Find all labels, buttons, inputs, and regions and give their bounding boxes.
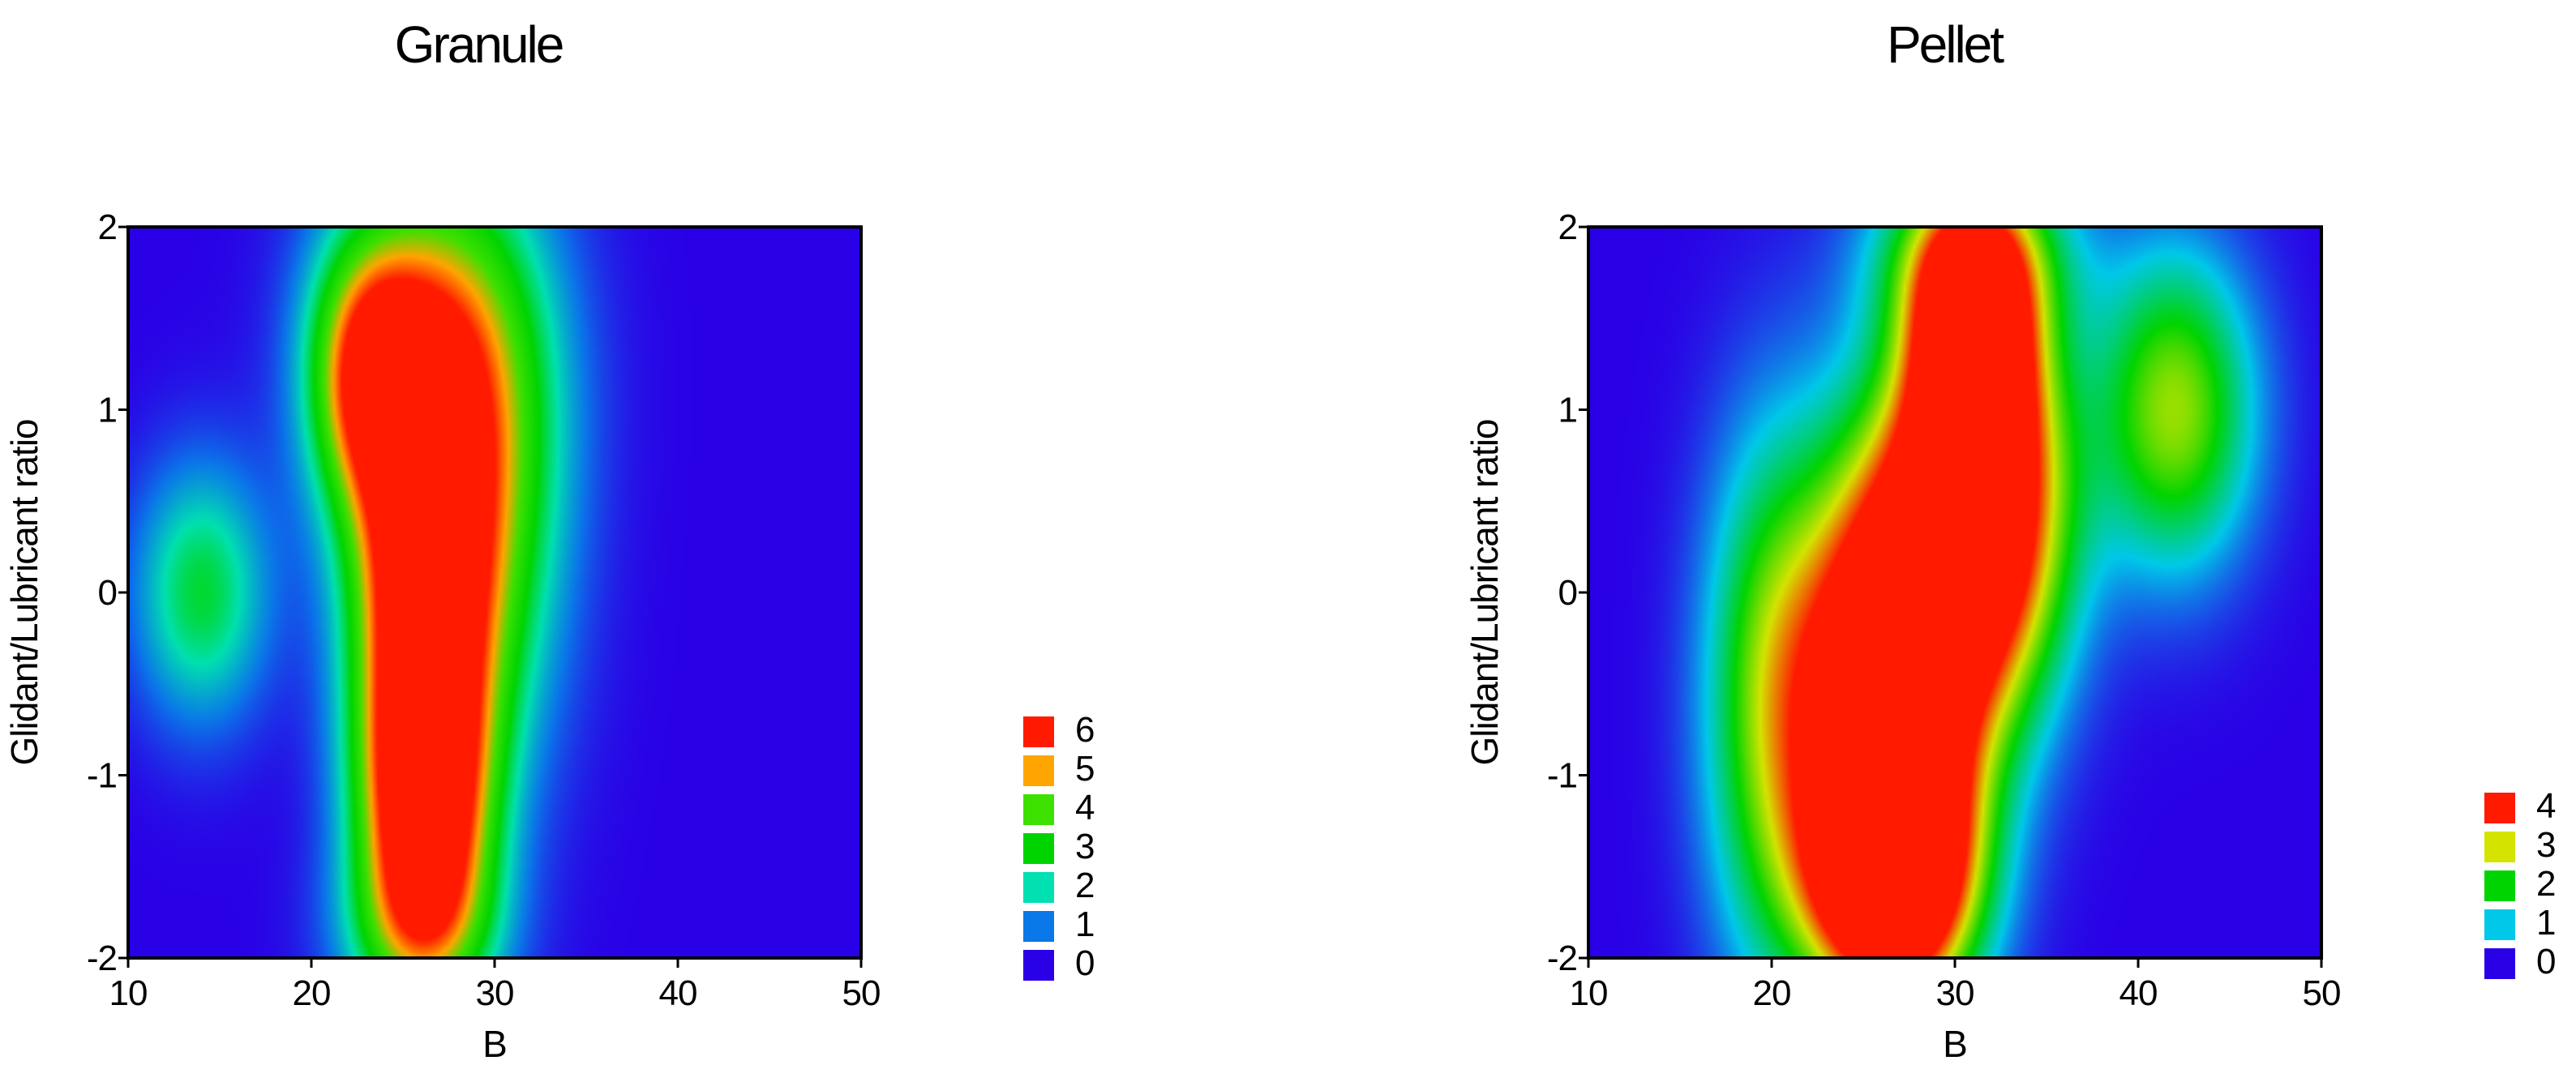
y-axis-label: Glidant/Lubricant ratio: [1464, 419, 1506, 765]
legend-label: 2: [1075, 866, 1095, 905]
legend-item: 1: [2484, 903, 2576, 943]
y-tick-label: 1: [98, 391, 117, 430]
y-tick-label: -2: [87, 939, 117, 978]
y-tick-label: 2: [1558, 207, 1577, 247]
legend-item: 3: [1023, 827, 1137, 866]
legend-swatch: [2484, 832, 2515, 862]
chart-title: Granule: [394, 15, 565, 74]
y-tick-label: -1: [87, 756, 117, 796]
legend-label: 3: [1075, 827, 1095, 866]
y-axis-label: Glidant/Lubricant ratio: [3, 419, 45, 765]
legend-swatch: [2484, 948, 2515, 979]
legend-swatch: [1023, 794, 1054, 825]
legend-item: 1: [1023, 905, 1137, 944]
legend-label: 0: [1075, 943, 1095, 983]
legend-swatch: [1023, 950, 1054, 981]
legend-swatch: [1023, 755, 1054, 786]
granule-chart-panel: Granule 10 20 30 40 50 2 1 0 -1 -2 B Glidant/Lubric…: [3, 15, 1137, 1065]
x-tick-label: 10: [1570, 973, 1608, 1013]
x-tick-label: 10: [109, 973, 148, 1013]
x-axis-label: B: [1943, 1023, 1967, 1065]
legend-item: 0: [1023, 943, 1137, 983]
y-tick-label: 1: [1558, 391, 1577, 430]
x-tick-label: 50: [842, 973, 881, 1013]
x-tick-label: 20: [293, 973, 331, 1013]
heatmap-surface: [128, 227, 861, 958]
legend-swatch: [1023, 872, 1054, 903]
y-tick-label: -1: [1547, 756, 1577, 796]
pellet-chart-panel: Pellet 10 20 30 40 50 2 1 0 -1 -2 B Glidant/Lubrica…: [1288, 0, 2575, 1082]
y-tick-label: 0: [98, 573, 117, 613]
legend-label: 1: [2536, 903, 2557, 943]
legend-label: 4: [1075, 788, 1095, 828]
legend-item: 4: [2484, 786, 2576, 826]
legend-label: 4: [2536, 786, 2557, 826]
chart-title: Pellet: [1886, 15, 2004, 74]
x-axis-label: B: [482, 1023, 507, 1065]
legend-label: 5: [1075, 749, 1095, 789]
legend-swatch: [2484, 793, 2515, 823]
y-tick-label: 0: [1558, 573, 1577, 613]
legend-label: 2: [2536, 864, 2557, 904]
x-tick-label: 40: [659, 973, 697, 1013]
legend-swatch: [1023, 833, 1054, 864]
legend-swatch: [1023, 911, 1054, 942]
legend-item: 0: [2484, 942, 2576, 981]
x-tick-label: 30: [476, 973, 514, 1013]
x-tick-label: 30: [1936, 973, 1974, 1013]
x-tick-label: 20: [1753, 973, 1791, 1013]
legend-item: 3: [2484, 825, 2576, 865]
legend-item: 2: [1023, 866, 1137, 905]
legend-item: 5: [1023, 749, 1137, 789]
legend-swatch: [2484, 909, 2515, 940]
legend-label: 6: [1075, 710, 1095, 750]
y-tick-label: -2: [1547, 939, 1577, 978]
legend-label: 1: [1075, 905, 1095, 944]
legend-item: 2: [2484, 864, 2576, 904]
legend-label: 3: [2536, 825, 2557, 865]
x-tick-label: 40: [2120, 973, 2158, 1013]
y-tick-label: 2: [98, 207, 117, 247]
legend-swatch: [1023, 716, 1054, 747]
legend-label: 0: [2536, 942, 2557, 981]
legend-item: 4: [1023, 788, 1137, 828]
legend-item: 6: [1023, 710, 1137, 750]
x-tick-label: 50: [2303, 973, 2341, 1013]
legend-swatch: [2484, 870, 2515, 901]
heatmap-surface: [1588, 227, 2321, 958]
